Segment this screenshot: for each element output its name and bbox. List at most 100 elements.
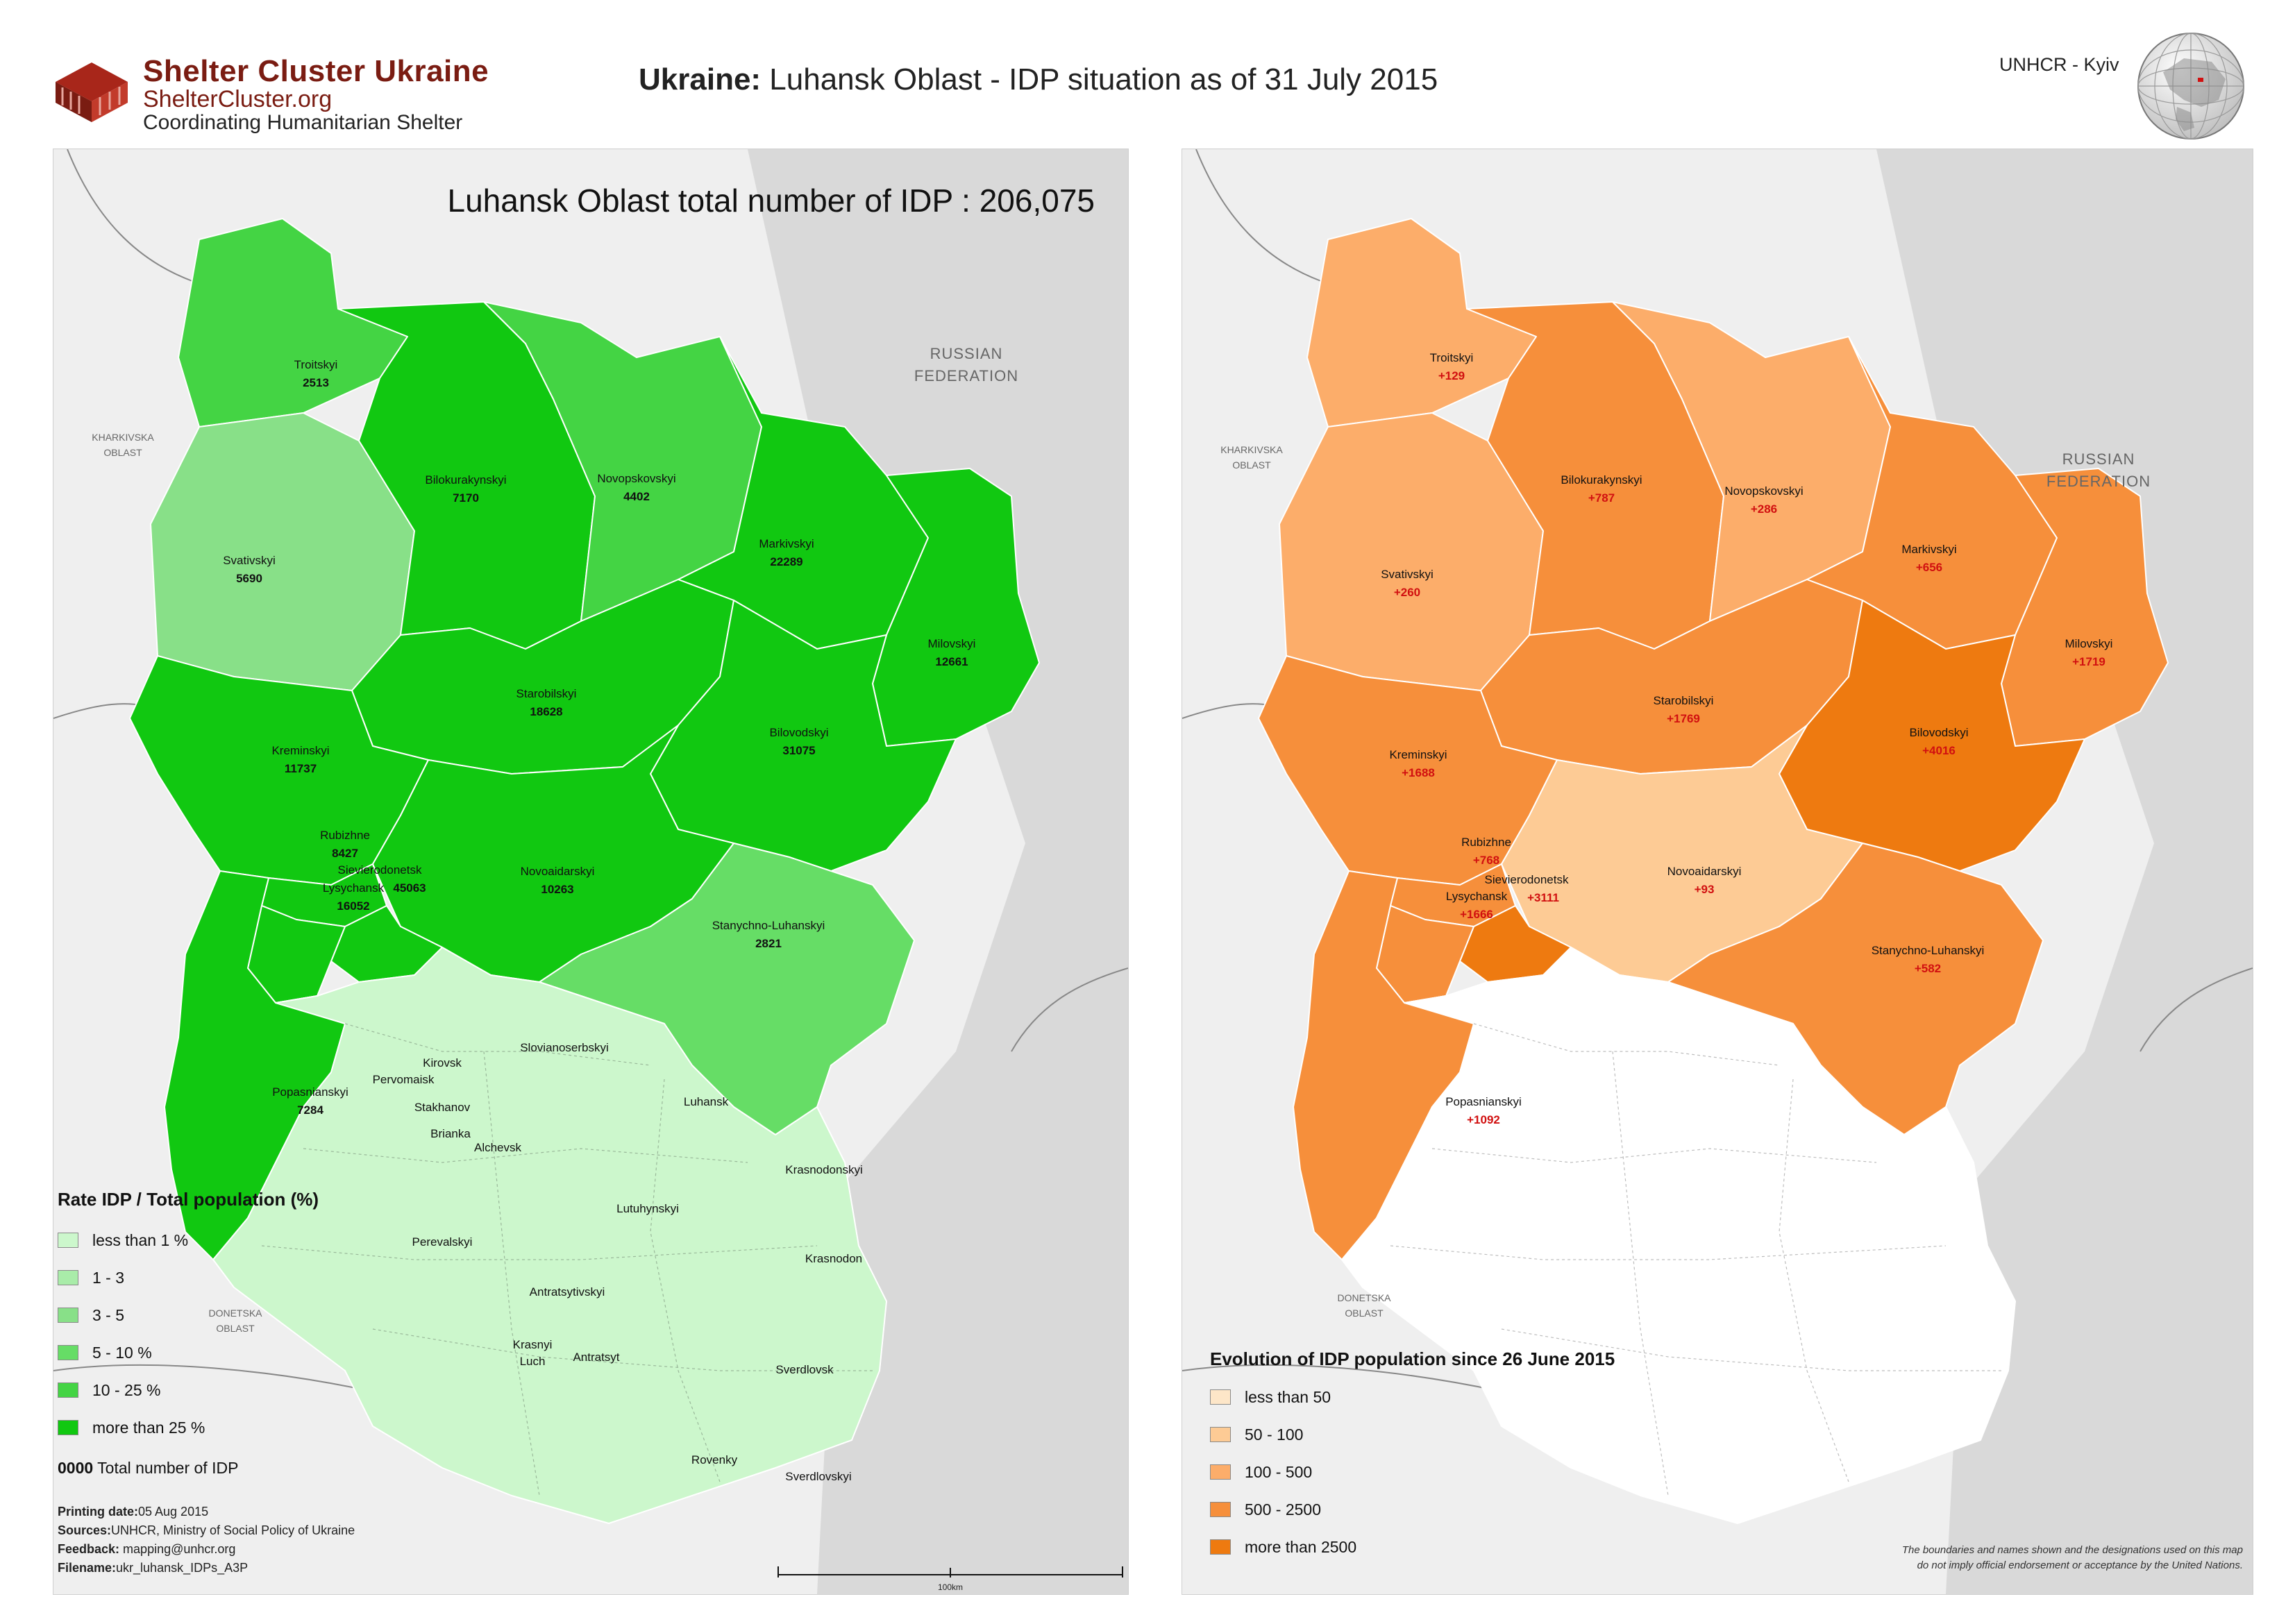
legend-item: more than 25 % [58,1409,319,1446]
legend-label: 5 - 10 % [92,1343,152,1362]
district-label-name: Novoaidarskyi [1667,865,1742,878]
district-label-value: 7284 [297,1103,323,1117]
district-label-name: Troitskyi [294,358,338,371]
legend-swatch [58,1420,78,1435]
legend-item: 10 - 25 % [58,1371,319,1409]
district-label-value: +1688 [1402,766,1435,779]
legend-label: less than 1 % [92,1230,189,1249]
place-label: Sverdlovsk [775,1363,834,1376]
place-label: Kirovsk [423,1056,462,1069]
district-label-value: 45063 [393,881,426,895]
district-label-name: Popasnianskyi [1445,1095,1522,1108]
place-label: Rovenky [691,1453,738,1466]
district-label-value: 12661 [935,655,968,668]
district-label-name: Markivskyi [759,537,814,550]
district-label-name: Kreminskyi [1389,748,1447,761]
district-label-value: 11737 [285,762,317,775]
left-map-panel: Luhansk Oblast total number of IDP : 206… [53,149,1129,1595]
place-label: Krasnodon [805,1252,862,1265]
legend-swatch [58,1233,78,1248]
district-label-name: Popasnianskyi [272,1085,348,1099]
district-label-name: Rubizhne [1461,836,1511,849]
feedback-label: Feedback: [58,1542,120,1556]
district-label-value: 5690 [236,572,262,585]
russia-label-line2: FEDERATION [2046,473,2151,490]
left-map-canvas: Luhansk Oblast total number of IDP : 206… [53,149,1128,1594]
district-label-value: 4402 [623,490,650,503]
feedback: Feedback: mapping@unhcr.org [58,1540,355,1559]
district-label-name: Starobilskyi [1654,694,1714,707]
district-label-value: 22289 [770,555,802,568]
legend-label: more than 2500 [1245,1537,1357,1556]
legend-item: less than 1 % [58,1221,319,1259]
southern-region [1341,947,2016,1524]
left-place-labels: Kirovsk Pervomaisk Stakhanov Brianka Alc… [373,1041,863,1483]
russia-label-line2: FEDERATION [914,367,1018,384]
legend-swatch [1210,1427,1231,1442]
place-label: Stakhanov [414,1101,471,1114]
sources-label: Sources: [58,1523,112,1537]
district-label-name: Lysychansk [323,881,385,895]
district-label-name: Rubizhne [320,829,370,842]
legend-item: 5 - 10 % [58,1334,319,1371]
district-label-name: Svativskyi [223,554,276,567]
district-label-value: 8427 [332,847,358,860]
legend-item: 3 - 5 [58,1296,319,1334]
legend-item: 1 - 3 [58,1259,319,1296]
logo-url[interactable]: ShelterCluster.org [143,86,333,112]
district-label-value: +768 [1473,854,1499,867]
legend-label: less than 50 [1245,1387,1331,1406]
scale-bar-label: 100km [938,1582,963,1592]
kharkivska-label-line1: KHARKIVSKA [92,432,154,443]
legend-label: 50 - 100 [1245,1425,1304,1444]
sources-value: UNHCR, Ministry of Social Policy of Ukra… [111,1523,355,1537]
right-legend-title: Evolution of IDP population since 26 Jun… [1210,1348,1615,1369]
district-label-name: Bilovodskyi [1909,726,1968,739]
filename: Filename:ukr_luhansk_IDPs_A3P [58,1559,355,1578]
legend-item: less than 50 [1210,1378,1615,1416]
legend-item: 500 - 2500 [1210,1491,1615,1528]
legend-label: 10 - 25 % [92,1380,161,1399]
district-label-name: Milovskyi [2065,637,2113,650]
logo-tagline: Coordinating Humanitarian Shelter [143,111,463,134]
district-label-value: +1666 [1460,908,1493,921]
russia-label-line1: RUSSIAN [2062,450,2135,468]
scale-bar [777,1566,1123,1578]
kharkivska-label-line1: KHARKIVSKA [1220,444,1283,455]
district-label-name: Bilovodskyi [769,726,828,739]
total-idp-key: 0000 Total number of IDP [58,1459,319,1478]
total-idp-code: 0000 [58,1459,94,1477]
right-district-labels: Troitskyi +129 Bilokurakynskyi +787 Novo… [1381,351,2112,1126]
district-label-value: +656 [1916,561,1942,574]
logo-title: Shelter Cluster Ukraine [143,54,489,88]
district-label-name: Bilokurakynskyi [1561,473,1642,487]
page-title: Ukraine: Luhansk Oblast - IDP situation … [639,62,1438,97]
donetska-label-line1: DONETSKA [1337,1292,1391,1303]
printing-date-value: 05 Aug 2015 [138,1505,209,1519]
left-map-heading: Luhansk Oblast total number of IDP : 206… [447,183,1095,219]
sources: Sources:UNHCR, Ministry of Social Policy… [58,1521,355,1540]
place-label: Luch [520,1355,546,1368]
district-milovskyi [2001,468,2169,747]
district-label-name: Sievierodonetsk [1485,873,1569,886]
kharkivska-label-line2: OBLAST [103,447,142,458]
district-label-value: 2821 [755,937,782,950]
legend-label: 3 - 5 [92,1305,125,1324]
district-label-name: Novopskovskyi [597,472,675,485]
district-label-value: 18628 [530,705,562,718]
legend-swatch [58,1270,78,1285]
place-label: Krasnodonskyi [785,1163,863,1176]
district-label-value: +1719 [2072,655,2105,668]
district-label-name: Sievierodonetsk [338,863,422,877]
district-label-value: +787 [1588,491,1615,505]
district-label-name: Lysychansk [1446,890,1508,903]
district-label-value: 31075 [782,744,815,757]
feedback-email[interactable]: mapping@unhcr.org [119,1542,236,1556]
page-title-bold: Ukraine: [639,62,762,96]
filename-label: Filename: [58,1561,117,1575]
legend-swatch [1210,1464,1231,1480]
place-label: Pervomaisk [373,1073,435,1086]
place-label: Lutuhynskyi [616,1202,679,1215]
district-label-name: Stanychno-Luhanskyi [1872,944,1985,957]
left-legend-title: Rate IDP / Total population (%) [58,1189,319,1210]
